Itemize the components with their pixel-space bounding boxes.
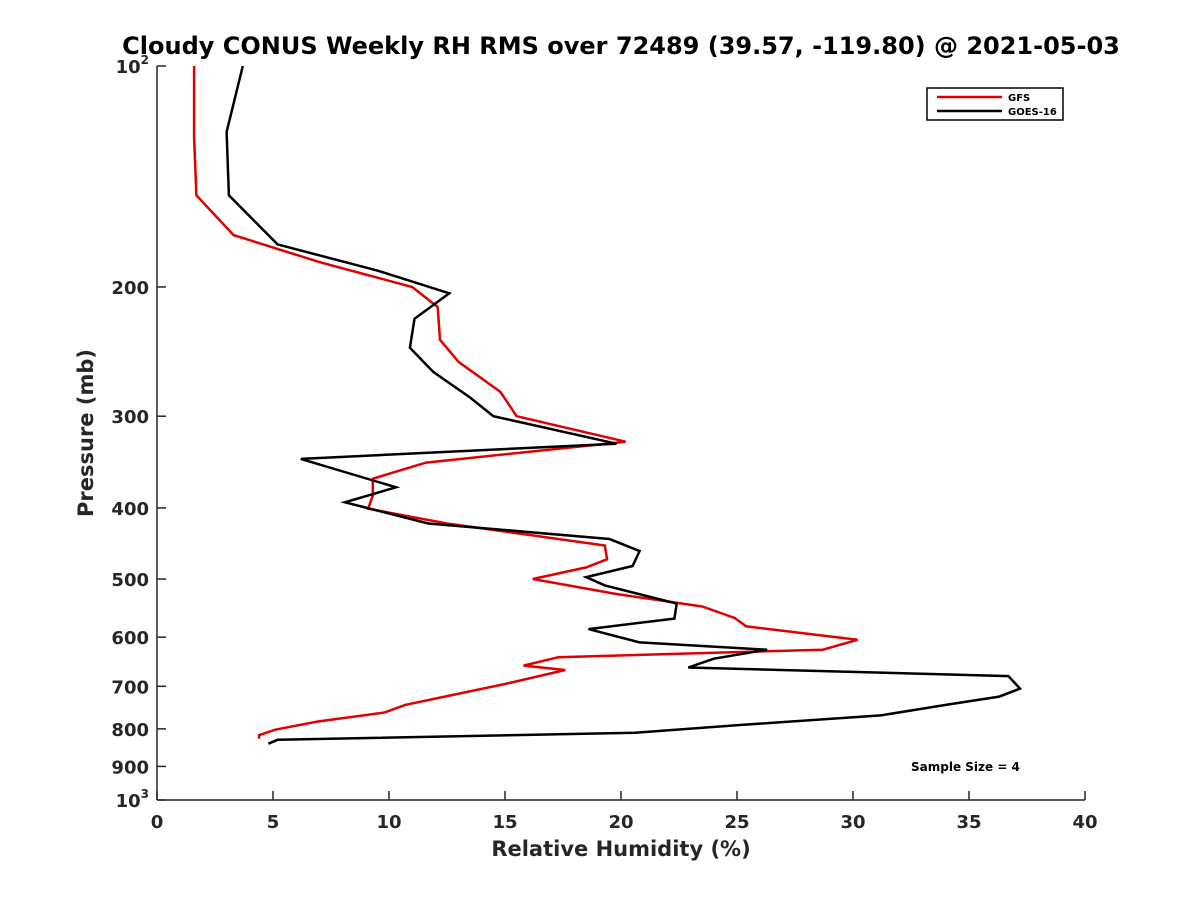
x-ticks: 0 5 10 15 20 25 30 35 40 <box>151 791 1098 833</box>
series-layer <box>192 65 1023 745</box>
y-tick-label: 500 <box>111 570 149 591</box>
chart-title: Cloudy CONUS Weekly RH RMS over 72489 (3… <box>122 32 1120 60</box>
y-tick-label: 900 <box>111 757 149 778</box>
x-tick-label: 30 <box>840 812 865 833</box>
y-tick-label: 103 <box>116 787 149 812</box>
y-ticks: 102 200 300 400 500 600 700 800 900 103 <box>111 53 166 812</box>
legend-label-gfs: GFS <box>1008 93 1030 104</box>
x-tick-label: 20 <box>608 812 633 833</box>
series-line-goes16 <box>225 65 1023 745</box>
x-tick-label: 5 <box>267 812 280 833</box>
x-tick-label: 25 <box>724 812 749 833</box>
sample-size-annotation: Sample Size = 4 <box>911 760 1020 774</box>
legend: GFS GOES-16 <box>926 87 1064 121</box>
x-axis-label: Relative Humidity (%) <box>491 837 750 861</box>
y-tick-label: 600 <box>111 628 149 649</box>
x-tick-label: 40 <box>1072 812 1097 833</box>
x-tick-label: 15 <box>492 812 517 833</box>
y-tick-label: 700 <box>111 677 149 698</box>
x-tick-label: 0 <box>151 812 164 833</box>
y-tick-label: 300 <box>111 407 149 428</box>
x-tick-label: 35 <box>956 812 981 833</box>
axes: 0 5 10 15 20 25 30 35 40 102 200 300 400 500 600 700 80… <box>111 53 1097 833</box>
y-tick-label: 800 <box>111 720 149 741</box>
legend-label-goes16: GOES-16 <box>1008 107 1057 118</box>
y-tick-label: 400 <box>111 499 149 520</box>
y-axis-label: Pressure (mb) <box>74 349 98 517</box>
legend-box <box>926 87 1064 121</box>
series-line-gfs <box>192 66 858 739</box>
x-tick-label: 10 <box>376 812 401 833</box>
y-tick-label: 200 <box>111 278 149 299</box>
y-tick-label: 102 <box>116 53 149 78</box>
plot-area <box>192 65 1023 745</box>
